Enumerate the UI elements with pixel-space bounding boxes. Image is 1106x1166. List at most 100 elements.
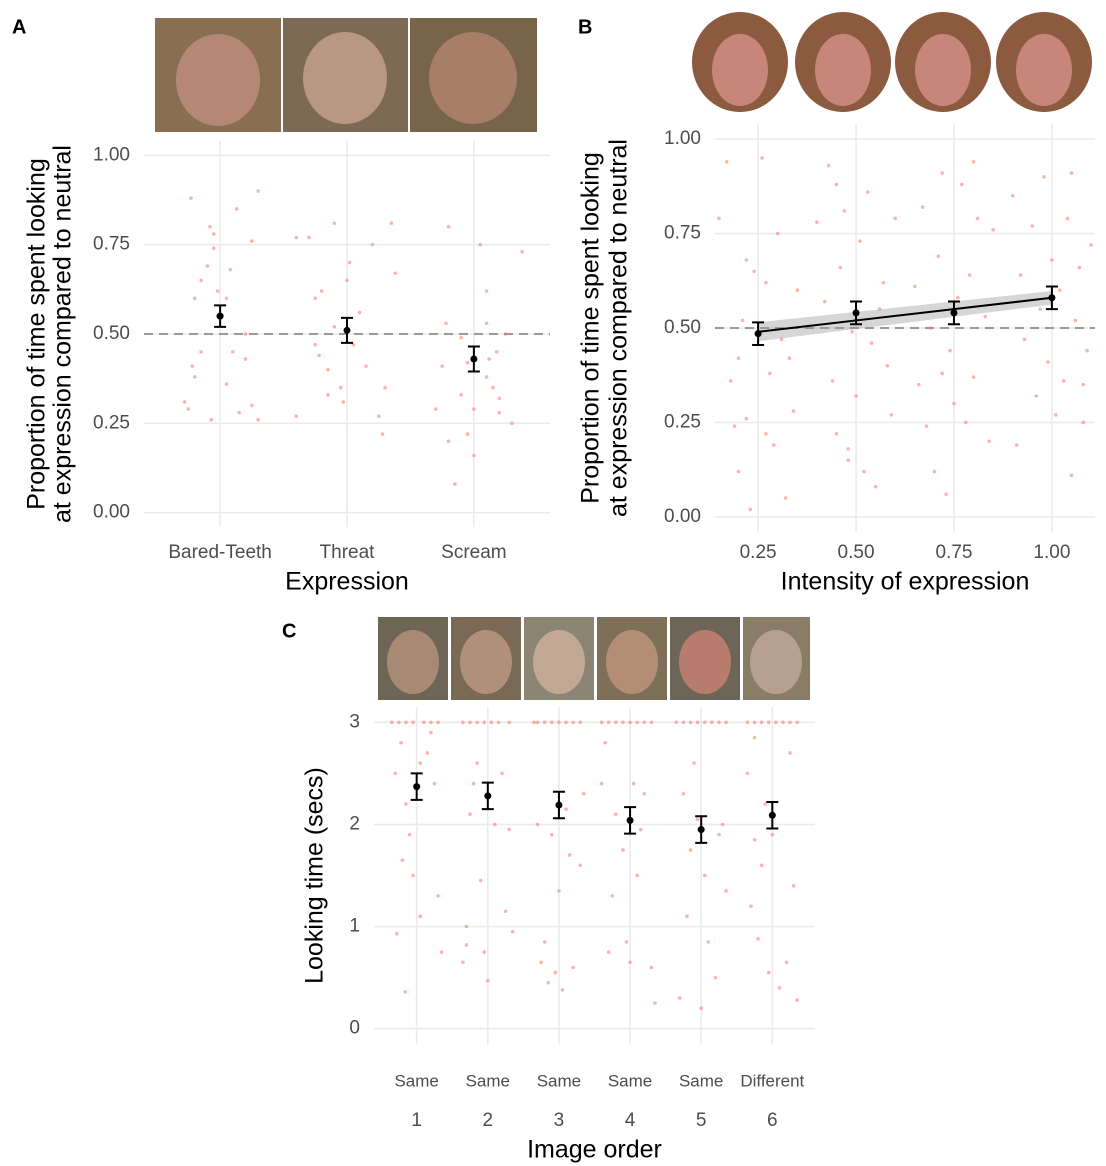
mean-point (755, 330, 762, 337)
photos-c (378, 617, 810, 700)
data-point (1019, 273, 1023, 277)
data-point (228, 268, 232, 272)
data-point (345, 279, 349, 283)
data-point (882, 281, 886, 285)
data-point (390, 221, 394, 225)
data-point (468, 721, 472, 725)
data-point (991, 228, 995, 232)
data-point (447, 225, 451, 229)
data-point (256, 418, 260, 422)
data-point (628, 721, 632, 725)
data-point (459, 393, 463, 397)
mean-point (413, 783, 420, 790)
panel-label: C (282, 620, 296, 642)
x-axis-title: Intensity of expression (781, 568, 1030, 596)
x-tick-label: Scream (441, 542, 506, 563)
y-tick-label: 0 (349, 1018, 360, 1039)
data-point (929, 326, 933, 330)
data-point (475, 721, 479, 725)
data-point (339, 386, 343, 390)
data-point (482, 950, 486, 954)
data-point (893, 217, 897, 221)
data-point (440, 364, 444, 368)
y-axis-title: Proportion of time spent looking (23, 158, 51, 510)
x-tick-label: 0.50 (838, 542, 875, 563)
data-point (625, 940, 629, 944)
data-point (1050, 258, 1054, 262)
data-point (710, 721, 714, 725)
x-tick-label: 6 (767, 1110, 778, 1131)
data-point (650, 721, 654, 725)
data-point (764, 432, 768, 436)
data-point (976, 217, 980, 221)
data-point (582, 792, 586, 796)
data-point (404, 802, 408, 806)
data-point (858, 239, 862, 243)
data-point (1058, 288, 1062, 292)
data-point (394, 772, 398, 776)
data-point (746, 721, 750, 725)
data-point (795, 998, 799, 1002)
data-point (850, 330, 854, 334)
y-axis-title: at expression compared to neutral (605, 139, 633, 517)
data-point (475, 761, 479, 765)
data-point (1085, 349, 1089, 353)
data-point (792, 409, 796, 413)
data-point (748, 508, 752, 512)
mean-point (555, 802, 562, 809)
data-point (510, 422, 514, 426)
data-point (774, 721, 778, 725)
y-tick-label: 0.25 (93, 412, 130, 433)
data-point (707, 940, 711, 944)
data-point (434, 407, 438, 411)
data-point (874, 485, 878, 489)
data-point (504, 909, 508, 913)
data-point (752, 270, 756, 274)
data-point (461, 721, 465, 725)
x-tick-label: Bared-Teeth (168, 542, 272, 563)
data-point (564, 807, 568, 811)
data-point (520, 250, 524, 254)
data-point (209, 418, 213, 422)
data-point (866, 190, 870, 194)
data-point (486, 979, 490, 983)
data-point (760, 156, 764, 160)
mean-point (344, 327, 351, 334)
photos-a (155, 18, 537, 132)
data-point (326, 368, 330, 372)
data-point (854, 394, 858, 398)
data-point (788, 721, 792, 725)
data-point (256, 189, 260, 193)
data-point (948, 349, 952, 353)
data-point (532, 721, 536, 725)
x-axis-title: Image order (527, 1136, 662, 1164)
data-point (842, 209, 846, 213)
data-point (972, 160, 976, 164)
y-tick-label: 0.75 (93, 234, 130, 255)
data-point (795, 721, 799, 725)
data-point (225, 382, 229, 386)
data-point (333, 221, 337, 225)
data-point (685, 915, 689, 919)
mean-point (627, 817, 634, 824)
data-point (307, 236, 311, 240)
data-point (733, 424, 737, 428)
data-point (987, 440, 991, 444)
data-point (703, 874, 707, 878)
data-point (418, 915, 422, 919)
data-point (216, 289, 220, 293)
data-point (294, 414, 298, 418)
data-point (760, 721, 764, 725)
data-point (564, 721, 568, 725)
x-tick-label: 5 (696, 1110, 707, 1131)
data-point (721, 823, 725, 827)
x-tick-label: 2 (483, 1110, 494, 1131)
data-point (436, 894, 440, 898)
data-point (1070, 474, 1074, 478)
data-point (767, 971, 771, 975)
data-point (835, 432, 839, 436)
data-point (944, 492, 948, 496)
data-point (422, 721, 426, 725)
data-point (753, 721, 757, 725)
data-point (831, 379, 835, 383)
